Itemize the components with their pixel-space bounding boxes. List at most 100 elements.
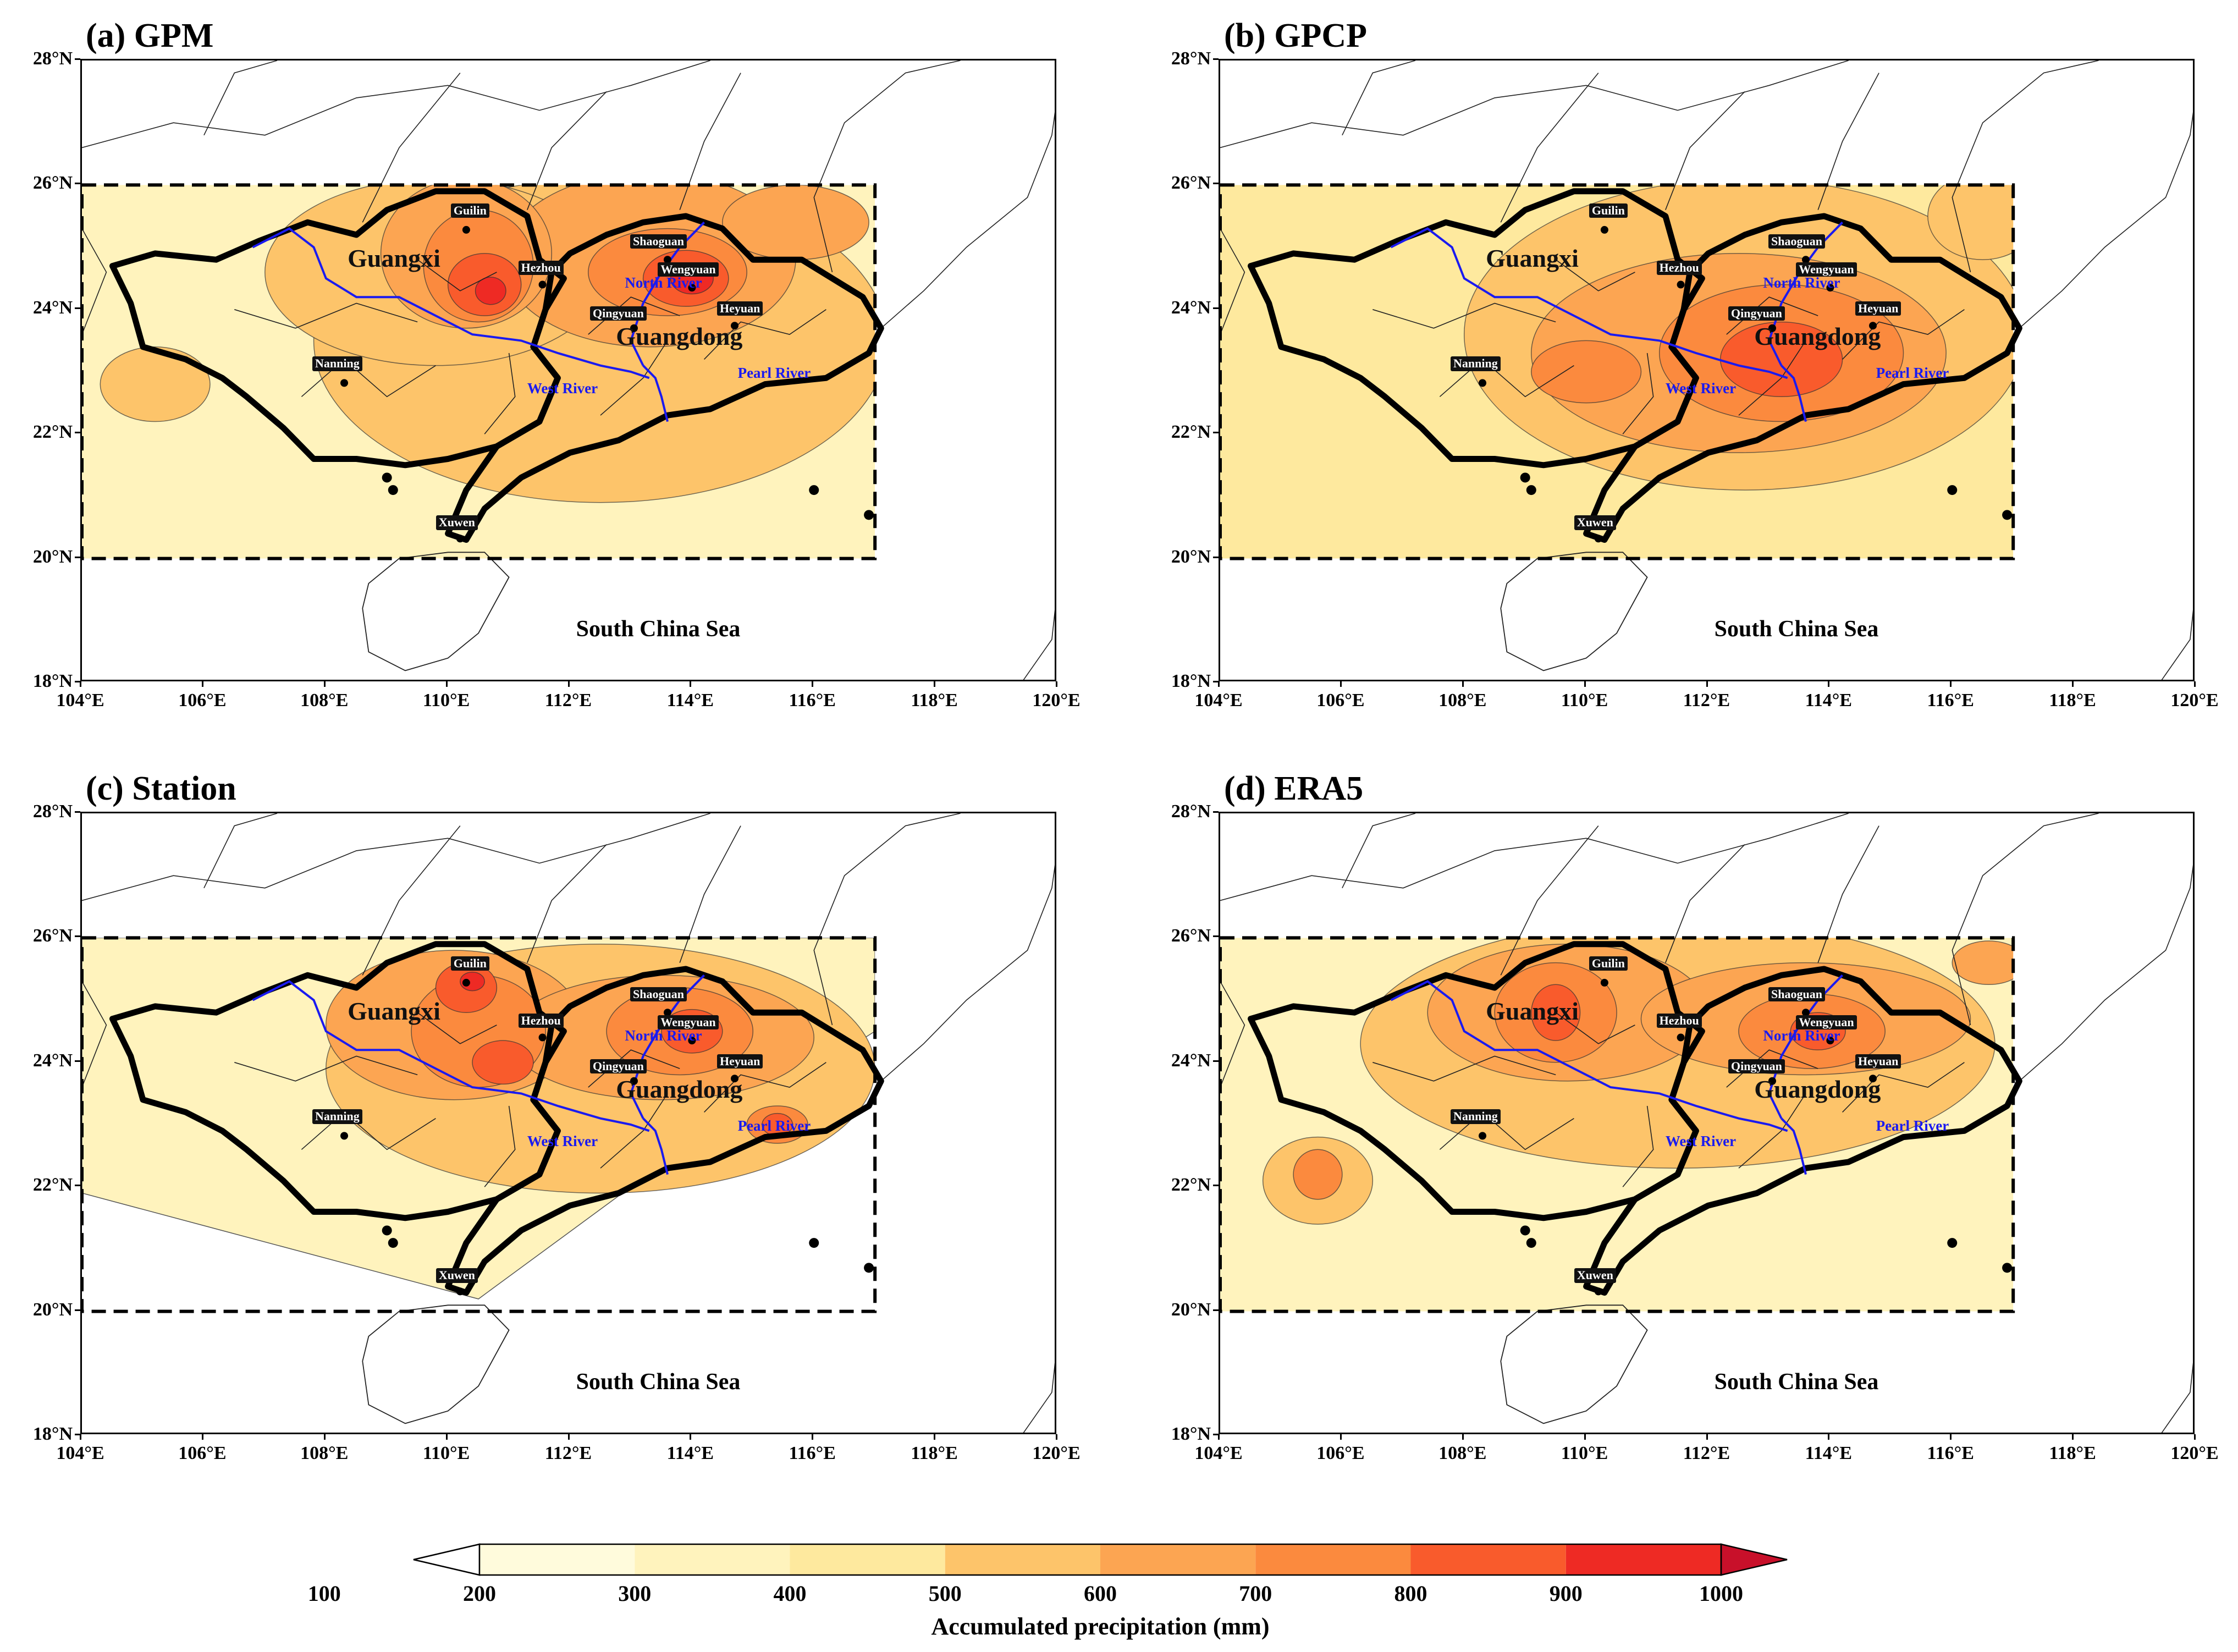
city-label: Qingyuan [589,306,647,321]
city-label: Xuwen [1574,515,1616,530]
precipitation-field [82,938,875,1299]
lat-tick-label: 18°N [1171,1424,1211,1444]
lat-tick-mark [75,556,80,558]
lon-tick-label: 114°E [666,1443,714,1463]
island-dot [1947,1238,1958,1248]
island-dot [388,485,398,495]
colorbar-tick-label: 800 [1394,1581,1427,1606]
guangdong-outline [1583,213,2022,543]
boundary-line [1372,302,1556,329]
city-label: Shaoguan [630,987,687,1002]
lon-tick-label: 112°E [544,1443,592,1463]
city-label: Heyuan [1855,1054,1901,1069]
boundary-line [1842,309,1965,360]
colorbar-bin [945,1544,1100,1575]
lat-tick-label: 28°N [32,801,73,822]
pearl-river-line [1781,365,1807,422]
boundary-line [1220,60,1849,148]
island-dot [2002,1263,2013,1273]
boundary-line [484,353,516,434]
lat-tick-mark [1213,307,1219,309]
lon-tick-label: 116°E [1927,690,1974,711]
precip-contour [1531,340,1642,404]
lon-tick-label: 114°E [1805,1443,1853,1463]
lon-tick-label: 112°E [544,690,592,711]
lat-tick-label: 22°N [32,1175,73,1196]
boundary-line [2161,1362,2193,1433]
lon-tick-label: 112°E [1683,1443,1730,1463]
map-canvas [82,813,1055,1433]
lat-tick-label: 20°N [1171,1299,1211,1320]
lat-tick-mark [75,1185,80,1187]
city-label: Heyuan [717,301,763,316]
map-frame: Guilin Hezhou Nanning Shaoguan Wengyuan Qingy… [80,812,1056,1434]
boundary-line [2019,864,2193,1082]
city-label: Wengyuan [1796,262,1857,277]
city-label: Nanning [1451,1109,1501,1124]
boundary-line [527,844,607,963]
city-label: Shaoguan [1768,234,1825,249]
city-label: Hezhou [518,1013,564,1028]
city-label: Qingyuan [1728,306,1785,321]
colorbar-outline [478,1543,1722,1576]
island-dot [1526,485,1536,495]
lon-tick-mark [1462,681,1464,687]
colorbar-bin [1255,1544,1411,1575]
boundary-line [813,60,961,273]
province-label: Guangdong [616,322,743,350]
city-marker [1677,1033,1685,1042]
colorbar-bin [790,1544,945,1575]
boundary-line [1372,1055,1556,1082]
boundary-line [1500,825,1599,976]
colorbar-label: Accumulated precipitation (mm) [931,1613,1270,1640]
river-label: West River [1665,1132,1737,1149]
pearl-river-line [642,1117,669,1175]
colorbar-extend-min [413,1543,481,1576]
city-label: Qingyuan [1728,1059,1785,1073]
boundary-line [1952,60,2099,273]
lon-tick-label: 118°E [911,690,958,711]
lon-tick-mark [1218,681,1220,687]
lon-tick-mark [1828,681,1830,687]
lat-tick-label: 22°N [1171,422,1211,443]
island-dot [809,1238,819,1248]
precip-contour [1952,940,2014,985]
lon-tick-label: 116°E [789,1443,836,1463]
colorbar-tick-label: 100 [307,1581,341,1606]
panel-title: (d) ERA5 [1224,770,1364,807]
city-marker [1768,324,1776,332]
lat-tick-mark [75,681,80,682]
lon-tick-mark [80,1434,81,1440]
island-dot [1520,472,1530,483]
lon-tick-mark [1462,1434,1464,1440]
boundary-line [82,813,710,901]
colorbar-bin [479,1544,635,1575]
island-dot [388,1238,398,1248]
boundary-line [234,1055,418,1082]
city-marker [1479,379,1487,387]
map-frame: Guilin Hezhou Nanning Shaoguan Wengyuan Qingy… [1219,59,2195,681]
boundary-line [1342,60,1416,136]
city-label: Shaoguan [630,234,687,249]
city-marker [538,1033,547,1042]
river-label: North River [625,274,702,291]
lon-tick-mark [445,681,448,687]
boundary-line [527,91,607,210]
province-label: Guangdong [1754,322,1881,350]
boundary-line [1622,1105,1654,1187]
river-label: Pearl River [737,1117,811,1134]
boundary-line [2019,112,2193,329]
precip-contour [100,346,211,422]
province-label: Guangdong [1754,1075,1881,1103]
city-marker [1600,225,1608,234]
lat-tick-mark [1213,58,1219,60]
map-frame: Guilin Hezhou Nanning Shaoguan Wengyuan Qingy… [80,59,1056,681]
city-marker [1600,978,1608,987]
island-dot [382,472,392,483]
city-label: Wengyuan [658,262,719,277]
province-label: Guangxi [1486,244,1579,273]
pearl-river-line [642,365,669,422]
island-dot [1947,485,1958,495]
province-label: Guangxi [348,244,440,273]
west-river-line [1390,980,1788,1132]
